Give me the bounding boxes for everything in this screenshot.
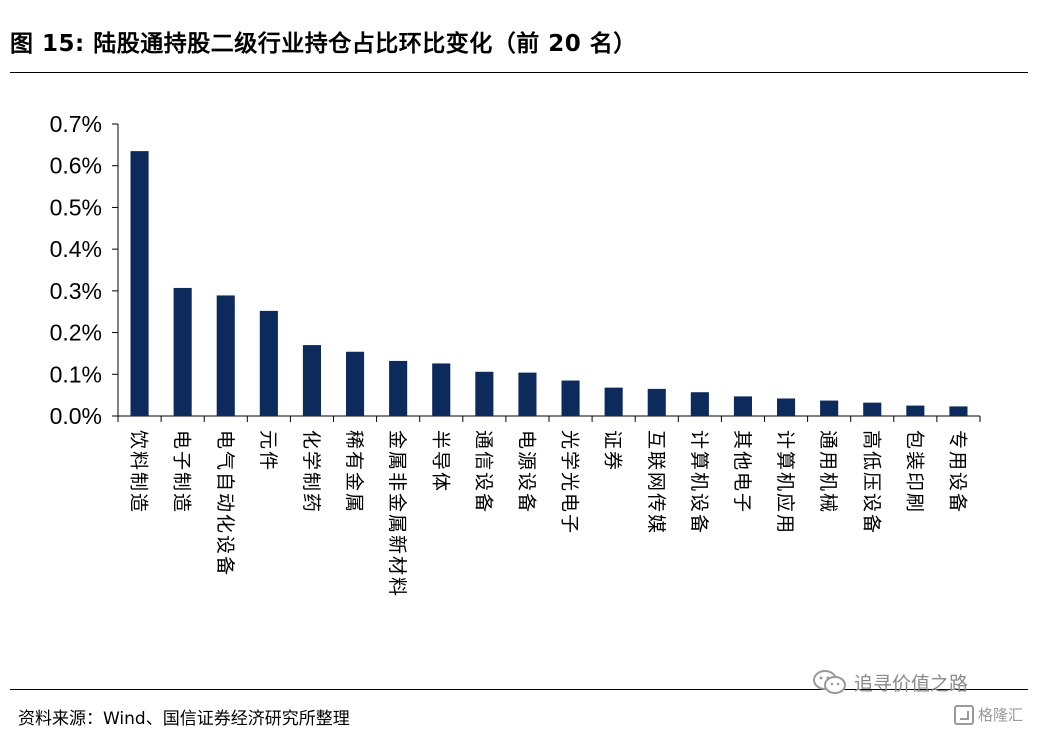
category-label: 证券	[602, 430, 624, 472]
bar	[389, 360, 408, 416]
category-label: 电源设备	[515, 430, 537, 514]
bar-layer	[130, 151, 968, 416]
category-label-text: 金属非金属新材料	[386, 430, 408, 598]
y-tick-label: 0.6%	[50, 153, 102, 179]
category-label: 包装印刷	[903, 430, 925, 514]
bar	[432, 363, 451, 416]
category-label: 专用设备	[946, 430, 968, 514]
bar	[130, 151, 149, 416]
category-label-text: 通信设备	[472, 430, 494, 514]
category-label-text: 光学光电子	[559, 430, 581, 535]
category-label: 互联网传媒	[645, 430, 667, 535]
bar	[345, 351, 365, 416]
y-tick-label: 0.1%	[50, 361, 102, 387]
category-label-text: 稀有金属	[343, 430, 365, 514]
category-label-text: 计算机设备	[688, 430, 710, 535]
category-label-text: 电源设备	[515, 430, 537, 514]
bar	[259, 310, 278, 416]
category-label-text: 互联网传媒	[645, 430, 667, 535]
category-label: 稀有金属	[343, 430, 365, 514]
bar	[863, 402, 882, 416]
source-note: 资料来源：Wind、国信证券经济研究所整理	[18, 709, 350, 729]
category-label-text: 元件	[257, 430, 279, 472]
y-tick-label: 0.2%	[50, 320, 102, 346]
category-label: 通信设备	[472, 430, 494, 514]
category-label: 饮料制造	[128, 430, 150, 514]
bar	[906, 405, 925, 416]
category-label: 电子制造	[171, 430, 193, 514]
category-label: 高低压设备	[860, 430, 882, 535]
axis-layer: 0.0% 0.1% 0.2% 0.3% 0.4% 0.5% 0.6% 0.7%	[50, 111, 981, 429]
category-label: 金属非金属新材料	[386, 430, 408, 598]
category-label-text: 计算机应用	[774, 430, 796, 535]
bar	[173, 287, 192, 416]
bar	[216, 295, 235, 416]
category-label-text: 电气自动化设备	[214, 430, 236, 577]
gelonghui-logo: 格隆汇	[954, 704, 1023, 725]
category-label-text: 电子制造	[171, 430, 193, 514]
bar	[518, 372, 537, 416]
category-label: 计算机应用	[774, 430, 796, 535]
category-label: 通用机械	[817, 430, 839, 514]
bar	[776, 398, 796, 416]
y-tick-label: 0.7%	[50, 111, 102, 137]
category-label-text: 化学制药	[300, 430, 322, 514]
category-label: 光学光电子	[559, 430, 581, 535]
category-label-text: 半导体	[429, 430, 451, 493]
bar	[733, 396, 753, 416]
logo-text: 格隆汇	[978, 706, 1024, 724]
bar	[820, 400, 839, 416]
label-layer: 饮料制造 电子制造 电气自动化设备 元件 化学制药 稀有金属 金属非金属新材料 半导体 通信设备…	[128, 430, 969, 598]
title-rule	[10, 72, 1028, 73]
watermark: 追寻价值之路	[812, 668, 968, 696]
category-label: 其他电子	[731, 430, 753, 514]
category-label-text: 其他电子	[731, 430, 753, 514]
category-label: 元件	[257, 430, 279, 472]
watermark-text: 追寻价值之路	[854, 672, 969, 695]
y-tick-label: 0.3%	[50, 278, 102, 304]
category-label-text: 高低压设备	[860, 430, 882, 535]
source-rule	[10, 689, 1028, 690]
y-tick-label: 0.4%	[50, 236, 102, 262]
category-label-text: 专用设备	[946, 430, 968, 514]
category-label-text: 饮料制造	[128, 430, 150, 514]
category-label: 计算机设备	[688, 430, 710, 535]
category-label: 化学制药	[300, 430, 322, 514]
bar-chart: 0.0% 0.1% 0.2% 0.3% 0.4% 0.5% 0.6% 0.7% 饮料制造 电子制…	[50, 111, 981, 598]
y-tick-label: 0.5%	[50, 194, 102, 220]
bar	[690, 392, 709, 416]
bar	[647, 388, 666, 416]
bar	[949, 406, 968, 416]
category-label-text: 证券	[602, 430, 624, 472]
category-label: 半导体	[429, 430, 451, 493]
y-tick-label: 0.0%	[50, 403, 102, 429]
bar	[475, 371, 494, 416]
figure-title: 图 15: 陆股通持股二级行业持仓占比环比变化（前 20 名）	[10, 31, 637, 57]
category-label-text: 通用机械	[817, 430, 839, 514]
wechat-icon	[813, 670, 846, 694]
bar	[302, 345, 322, 416]
bar	[604, 387, 623, 416]
category-label: 电气自动化设备	[214, 430, 236, 577]
category-label-text: 包装印刷	[903, 430, 925, 514]
logo-icon	[954, 704, 974, 725]
bar	[561, 380, 580, 416]
